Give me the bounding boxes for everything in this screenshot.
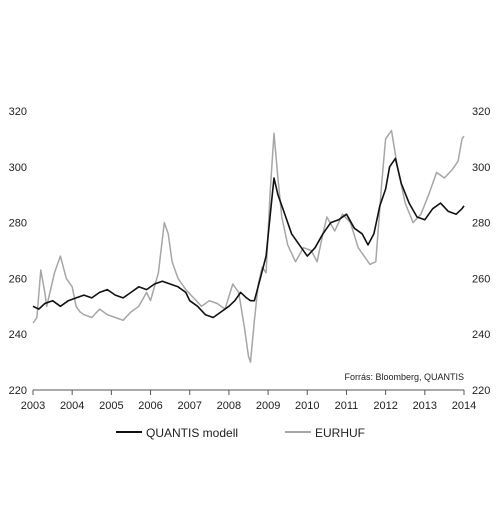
axes-group: [32, 389, 465, 395]
y-tick-label-right: 300: [472, 162, 490, 174]
left-y-tick-labels: 220 240 260 280 300 320: [9, 106, 27, 397]
x-tick-label: 2008: [217, 400, 241, 412]
legend-label-eurhuf: EURHUF: [315, 426, 365, 440]
x-tick-label: 2009: [256, 400, 280, 412]
series-group: [32, 129, 465, 363]
x-tick-label: 2003: [21, 400, 45, 412]
right-y-tick-labels: 220 240 260 280 300 320: [472, 106, 490, 397]
x-tick-label: 2011: [335, 400, 359, 412]
series-line-eurhuf: [32, 129, 465, 363]
x-tick-label: 2006: [138, 400, 162, 412]
x-tick-label: 2013: [413, 400, 437, 412]
x-tick-label: 2004: [60, 400, 84, 412]
legend: QUANTIS modell EURHUF: [116, 426, 365, 440]
y-tick-label-left: 300: [9, 162, 27, 174]
y-tick-label-left: 240: [9, 329, 27, 341]
y-tick-label-right: 240: [472, 329, 490, 341]
x-tick-labels: 2003 2004 2005 2006 2007 2008 2009 2010 2011 2012…: [21, 400, 476, 412]
y-tick-label-left: 260: [9, 273, 27, 285]
legend-label-quantis-modell: QUANTIS modell: [146, 426, 238, 440]
y-tick-label-right: 280: [472, 218, 490, 230]
x-tick-label: 2007: [177, 400, 201, 412]
y-tick-label-left: 280: [9, 218, 27, 230]
series-line-quantis-modell: [32, 157, 465, 319]
x-tick-label: 2012: [373, 400, 397, 412]
x-tick-label: 2005: [99, 400, 123, 412]
y-tick-label-right: 260: [472, 273, 490, 285]
y-tick-label-left: 320: [9, 106, 27, 118]
source-note: Forrás: Bloomberg, QUANTIS: [344, 372, 464, 382]
y-tick-label-right: 220: [472, 385, 490, 397]
x-tick-label: 2014: [452, 400, 476, 412]
y-tick-label-left: 220: [9, 385, 27, 397]
y-tick-label-right: 320: [472, 106, 490, 118]
x-tick-label: 2010: [295, 400, 319, 412]
